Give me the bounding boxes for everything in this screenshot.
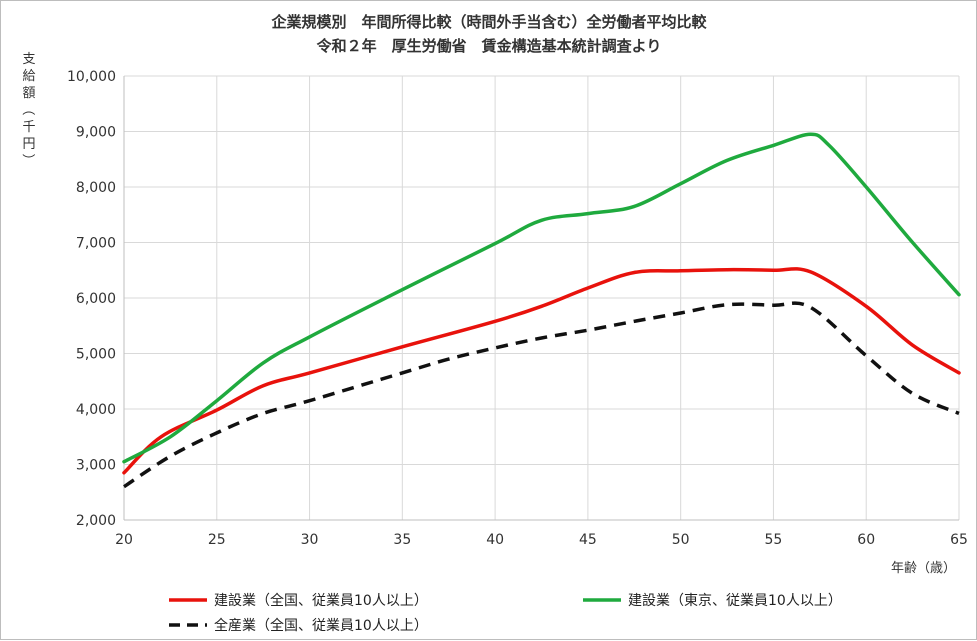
legend: 建設業（全国、従業員10人以上） 建設業（東京、従業員10人以上） 全産業（全国、従… bbox=[169, 592, 842, 634]
chart-title: 企業規模別 年間所得比較（時間外手当含む）全労働者平均比較 bbox=[270, 13, 707, 31]
y-tick-labels: 2,000 3,000 4,000 5,000 6,000 7,000 8,000 9,000… bbox=[67, 69, 116, 529]
legend-label: 全産業（全国、従業員10人以上） bbox=[214, 617, 428, 634]
y-axis-label-char: 給 bbox=[22, 69, 35, 84]
y-tick-label: 4,000 bbox=[76, 402, 116, 418]
y-axis-label-char: ） bbox=[20, 153, 35, 166]
axes bbox=[123, 76, 959, 521]
x-tick-label: 25 bbox=[208, 532, 226, 548]
series-line-0 bbox=[122, 267, 961, 475]
y-tick-label: 6,000 bbox=[76, 291, 116, 307]
series-line-2 bbox=[123, 301, 960, 489]
y-axis-label-char: 千 bbox=[22, 120, 35, 135]
y-axis-label-char: （ bbox=[20, 102, 35, 115]
x-tick-label: 65 bbox=[950, 532, 968, 548]
x-tick-label: 40 bbox=[486, 532, 504, 548]
series-line-1 bbox=[122, 132, 961, 464]
x-tick-label: 45 bbox=[579, 532, 597, 548]
y-tick-label: 5,000 bbox=[76, 347, 116, 363]
x-tick-label: 55 bbox=[765, 532, 783, 548]
y-tick-label: 2,000 bbox=[76, 513, 116, 529]
series-lines bbox=[122, 132, 961, 489]
x-tick-label: 50 bbox=[672, 532, 690, 548]
y-axis-label: 支給額（ 千円） bbox=[20, 52, 36, 167]
x-tick-label: 35 bbox=[393, 532, 411, 548]
x-axis-label: 年齢（歳） bbox=[891, 561, 956, 576]
y-axis-label-char: 円 bbox=[22, 137, 35, 152]
y-axis-label-char: 額 bbox=[22, 86, 35, 101]
x-tick-label: 20 bbox=[115, 532, 133, 548]
x-tick-label: 30 bbox=[301, 532, 319, 548]
x-tick-labels: 20 25 30 35 40 45 50 55 60 65 bbox=[115, 532, 968, 548]
legend-label: 建設業（全国、従業員10人以上） bbox=[214, 592, 428, 609]
legend-label: 建設業（東京、従業員10人以上） bbox=[628, 593, 842, 609]
chart-subtitle: 令和２年 厚生労働省 賃金構造基本統計調査より bbox=[317, 37, 662, 55]
y-axis-label-char: 支 bbox=[22, 52, 35, 67]
y-tick-label: 3,000 bbox=[76, 458, 116, 474]
y-tick-label: 10,000 bbox=[67, 69, 116, 85]
gridlines bbox=[124, 75, 960, 520]
y-tick-label: 7,000 bbox=[76, 236, 116, 252]
x-tick-label: 60 bbox=[857, 532, 875, 548]
y-tick-label: 9,000 bbox=[76, 125, 116, 141]
y-tick-label: 8,000 bbox=[76, 180, 116, 196]
